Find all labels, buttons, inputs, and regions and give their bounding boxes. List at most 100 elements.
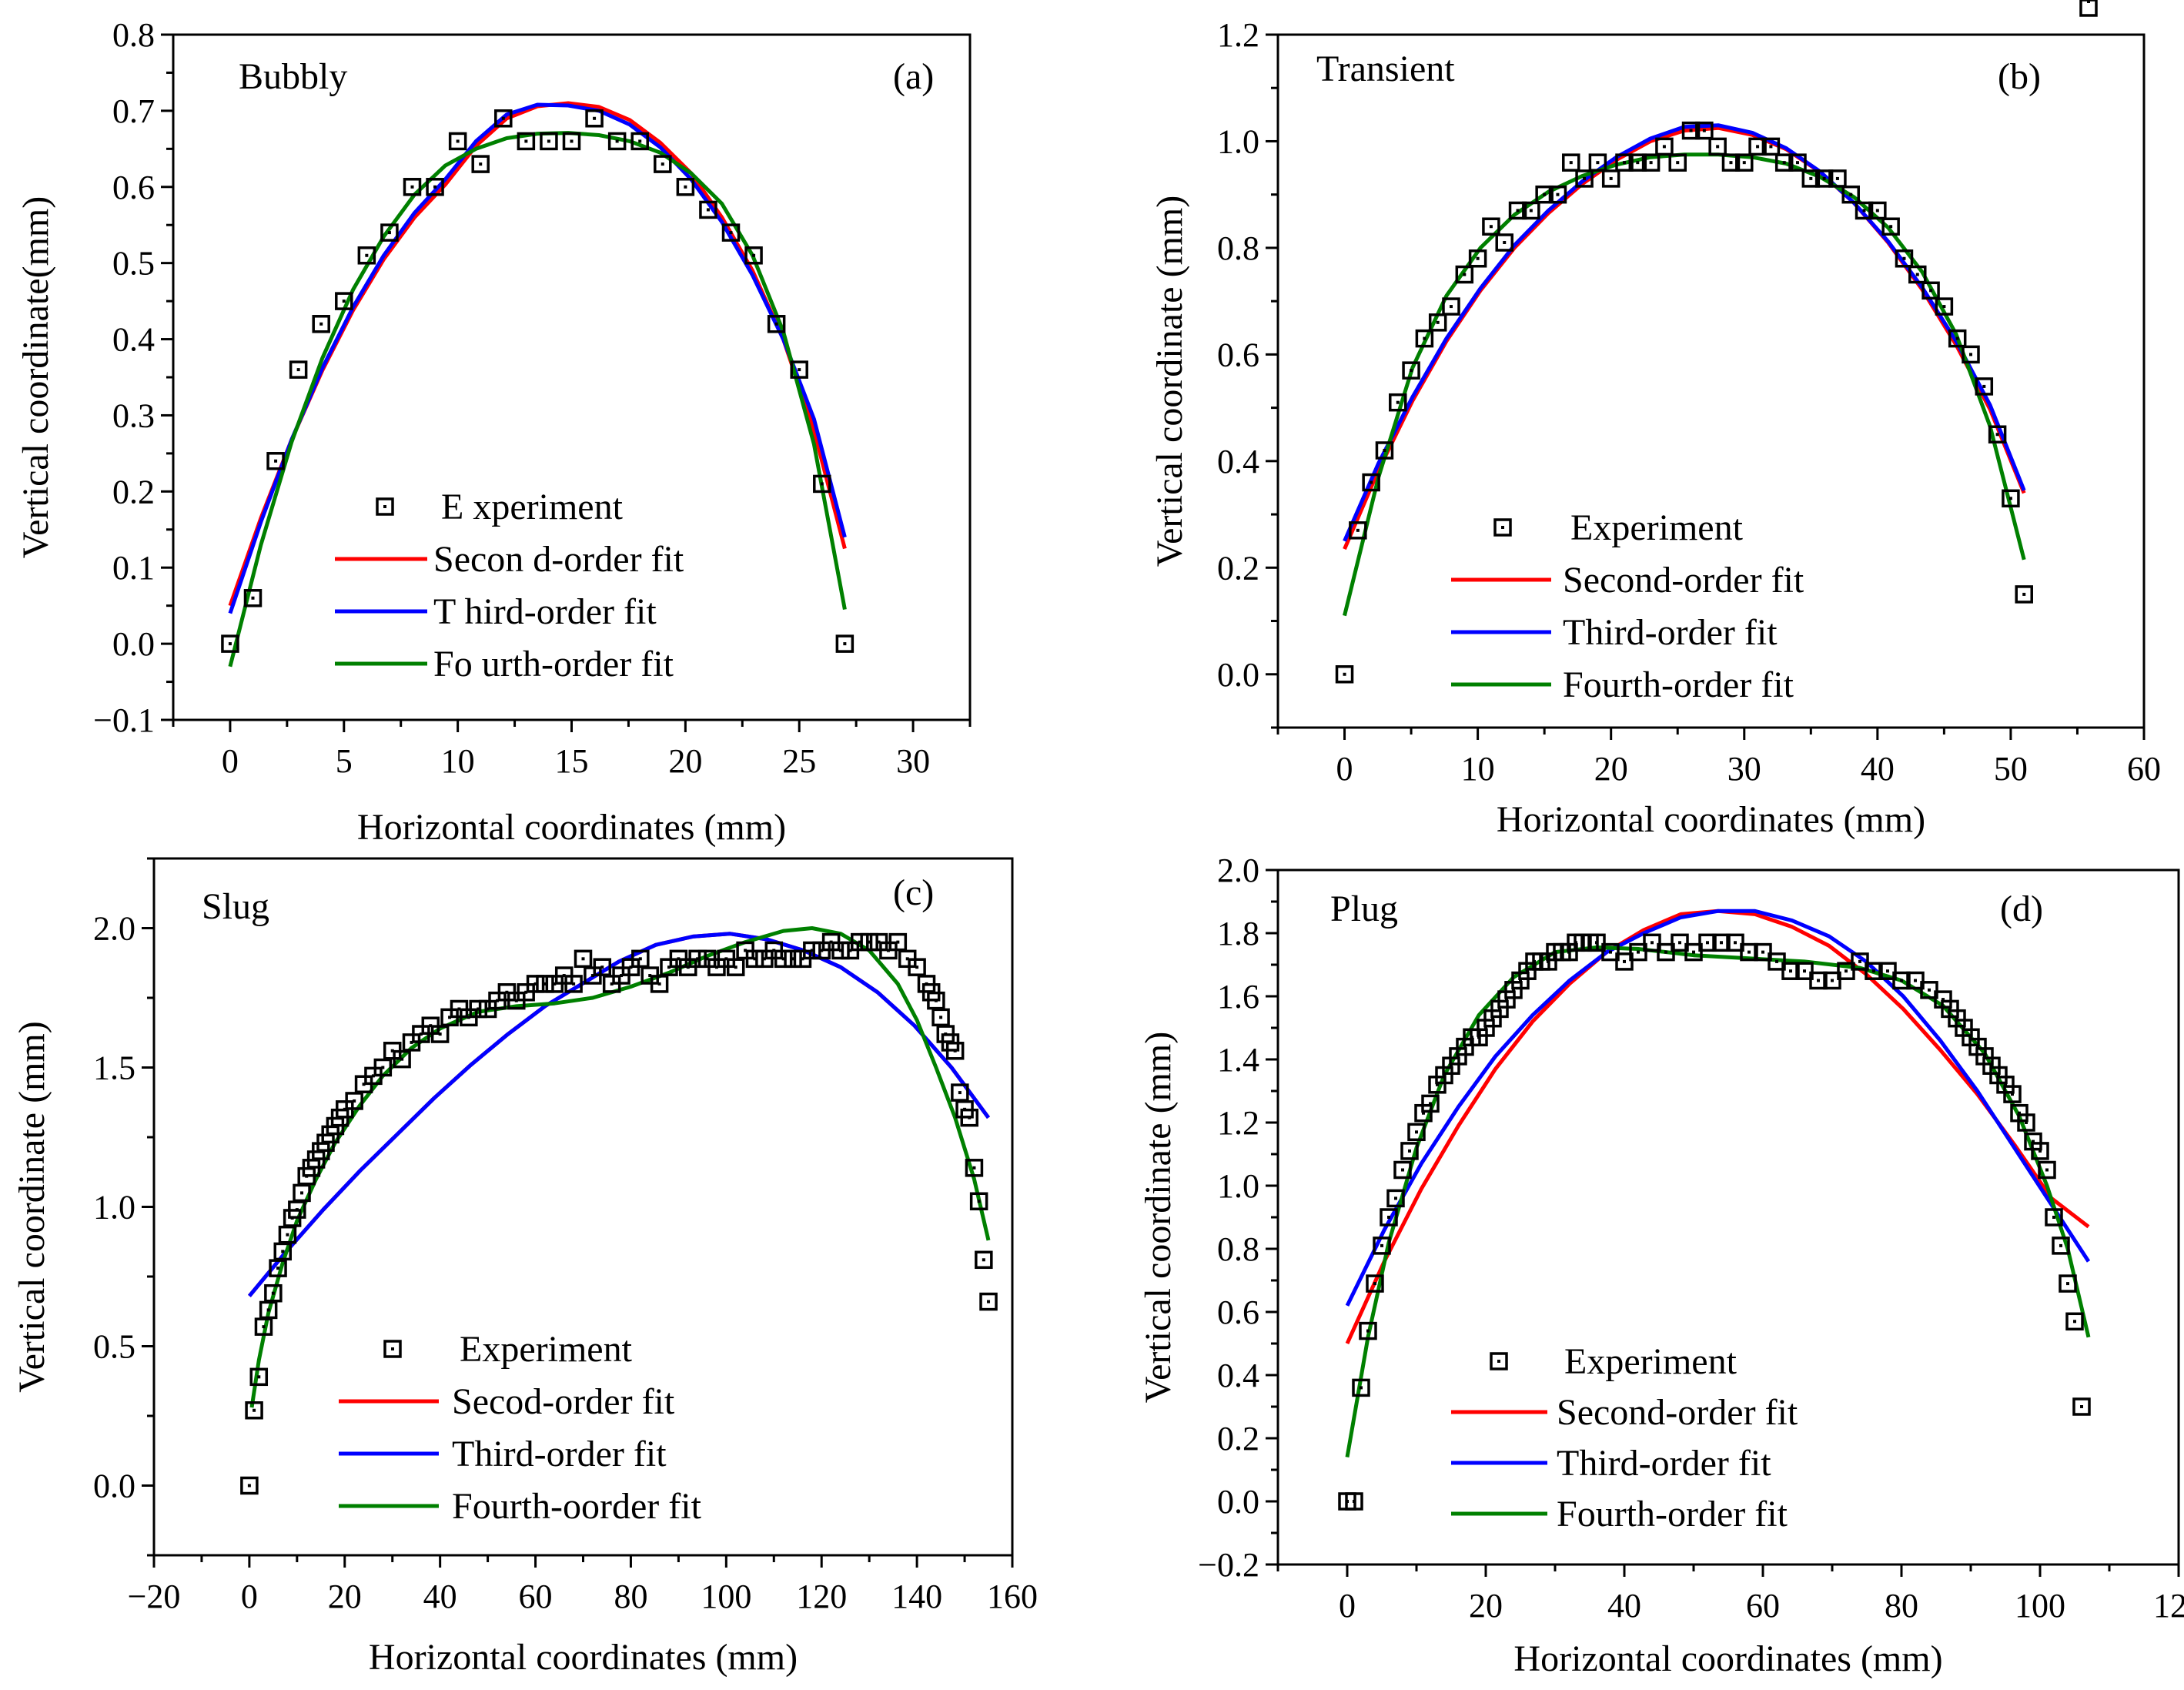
experiment-point — [1740, 942, 1758, 962]
legend: Experiment Second-order fit Third-order fi… — [1451, 507, 1804, 705]
legend: Experiment Second-order fit Third-order fi… — [1451, 1341, 1798, 1534]
experiment-point — [2079, 0, 2098, 17]
chart-panel-2: 0 10 20 30 40 50 60 0.0 0.2 0.4 0.6 0.8 1.0 1.2 Horizo… — [1149, 16, 2161, 840]
experiment-point — [1855, 201, 1874, 220]
experiment-point — [1629, 942, 1647, 962]
y-tick-label: 0.1 — [112, 549, 155, 587]
legend-item-experiment: Experiment — [1490, 1341, 1738, 1382]
experiment-point — [243, 589, 263, 607]
experiment-point — [2052, 1237, 2070, 1255]
legend-item-fourth: Fourth-order fit — [1451, 1494, 1788, 1534]
experiment-point — [1468, 249, 1487, 268]
experiment-point — [536, 975, 554, 993]
experiment-point — [1754, 942, 1772, 962]
experiment-point — [1375, 441, 1394, 460]
x-tick-label: 10 — [441, 742, 475, 780]
experiment-point — [631, 949, 650, 969]
experiment-point — [1868, 201, 1887, 220]
experiment-point — [1643, 933, 1661, 952]
experiment-point — [1345, 1492, 1363, 1511]
y-axis-title: Vertical coordinate (mm) — [12, 1021, 52, 1392]
experiment-point — [979, 1292, 998, 1311]
experiment-point — [1695, 121, 1714, 140]
experiment-point — [2065, 1312, 2084, 1331]
plot-frame — [1276, 33, 2146, 729]
fit-line-fourth-order — [228, 131, 847, 668]
experiment-point — [1335, 665, 1354, 684]
x-tick-label: 80 — [614, 1578, 647, 1615]
experiment-point — [975, 1250, 993, 1270]
experiment-point — [726, 958, 745, 976]
x-tick-label: 160 — [987, 1578, 1038, 1615]
x-tick-label: 0 — [241, 1578, 258, 1615]
legend-item-second: Secod-order fit — [339, 1381, 675, 1422]
experiment-point — [1657, 942, 1675, 962]
y-tick-label: 1.6 — [1217, 978, 1259, 1016]
experiment-point — [1349, 521, 1367, 540]
experiment-point — [1588, 153, 1607, 172]
y-tick-label: 0.0 — [1217, 1483, 1259, 1521]
experiment-point — [1841, 185, 1860, 204]
y-tick-label: 0.2 — [112, 473, 155, 510]
x-tick-label: 20 — [1594, 750, 1628, 788]
experiment-point — [564, 975, 583, 993]
y-tick-label: 0.8 — [112, 16, 155, 54]
panel-label: (d) — [2000, 889, 2043, 929]
y-tick-label: 0.5 — [93, 1328, 135, 1366]
y-axis-title: Vertical coordinate (mm) — [1149, 196, 1190, 567]
experiment-point — [1788, 153, 1807, 172]
experiment-point — [380, 223, 399, 242]
experiment-point — [574, 949, 593, 969]
experiment-point — [1495, 233, 1513, 252]
experiment-point — [1684, 942, 1703, 962]
experiment-point — [1641, 153, 1661, 172]
y-tick-label: 0.4 — [1217, 443, 1259, 480]
experiment-point — [1628, 153, 1647, 172]
experiment-point — [835, 634, 855, 653]
panel-label: (b) — [1998, 56, 2041, 97]
legend-item-third: Third-order fit — [339, 1434, 667, 1474]
experiment-point — [1768, 952, 1786, 971]
experiment-point — [1380, 1208, 1398, 1227]
x-tick-label: 0 — [1339, 1587, 1356, 1625]
experiment-point — [1712, 933, 1731, 952]
x-axis-title: Horizontal coordinates (mm) — [357, 807, 786, 848]
experiment-point — [960, 1108, 978, 1127]
experiment-point — [1726, 933, 1744, 952]
panel-title: Plug — [1330, 889, 1398, 929]
experiment-point — [931, 1008, 950, 1027]
legend-item-third: Third-order fit — [1451, 1443, 1771, 1484]
y-tick-label: 0.7 — [112, 92, 155, 130]
experiment-point — [1908, 265, 1927, 284]
x-tick-label: 25 — [782, 742, 816, 780]
legend-marker — [1493, 518, 1512, 537]
y-tick-label: 0.4 — [1217, 1357, 1259, 1394]
experiment-point — [1988, 425, 2007, 443]
y-tick-label: 1.4 — [1217, 1041, 1259, 1079]
experiment-point — [1935, 297, 1954, 316]
experiment-point — [1681, 121, 1701, 140]
experiment-point — [650, 975, 669, 993]
experiment-point — [2045, 1208, 2063, 1227]
experiment-point — [2031, 1142, 2049, 1160]
legend-label: Secon d-order fit — [433, 539, 684, 580]
experiment-point — [1615, 153, 1634, 172]
y-tick-label: 1.0 — [1217, 1167, 1259, 1205]
panel-label: (c) — [893, 872, 934, 913]
experiment-point — [1535, 185, 1554, 204]
experiment-point — [266, 452, 285, 470]
experiment-point — [1948, 329, 1967, 348]
experiment-point — [1698, 933, 1717, 952]
experiment-point — [1671, 933, 1689, 952]
experiment-point — [393, 1049, 411, 1069]
experiment-point — [2072, 1397, 2091, 1416]
experiment-point — [2003, 1085, 2022, 1103]
legend-label: Third-order fit — [1563, 612, 1778, 653]
experiment-point — [312, 315, 330, 333]
experiment-point — [1575, 169, 1594, 188]
experiment-point — [1415, 329, 1434, 348]
experiment-point — [1587, 933, 1606, 952]
legend-label: Experiment — [1570, 507, 1744, 548]
legend-item-third: Third-order fit — [1451, 612, 1778, 653]
x-tick-label: 60 — [1746, 1587, 1780, 1625]
